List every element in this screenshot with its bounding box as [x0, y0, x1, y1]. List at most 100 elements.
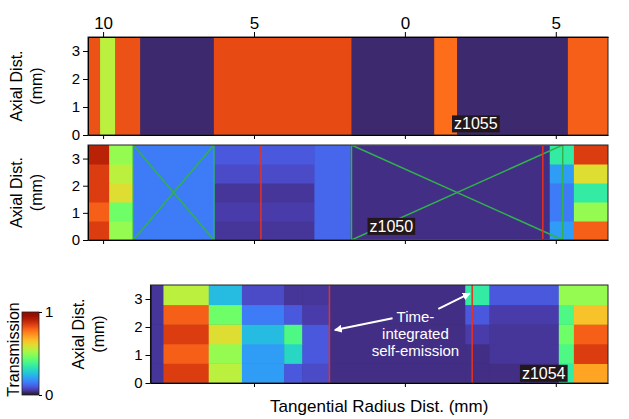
cell: [302, 324, 330, 344]
tick: 0: [72, 126, 88, 143]
panel-label-group: z1054: [520, 365, 568, 382]
plot-area: [150, 285, 608, 383]
tick-mark: [103, 135, 104, 139]
y-axis-title-line: (mm): [90, 315, 107, 352]
cell: [242, 285, 285, 305]
cell: [88, 221, 110, 240]
tick: [254, 240, 255, 244]
cell: [109, 221, 134, 240]
cell: [329, 305, 465, 325]
cell: [314, 183, 351, 203]
tick: [556, 240, 557, 244]
annotation-arrow: [438, 293, 469, 308]
green-box-diagonal: [351, 145, 562, 240]
cell: [133, 202, 215, 222]
y-axis-title-line: Axial Dist.: [70, 298, 87, 369]
colorbar-title: Transmission: [5, 302, 22, 397]
cell: [215, 183, 315, 203]
x-axis-bottom: [151, 383, 609, 387]
tick-mark: [145, 355, 150, 356]
panel-label: z1050: [370, 218, 414, 235]
tick: 1: [72, 98, 88, 115]
tick-label: 0: [72, 126, 80, 143]
cell: [209, 363, 243, 383]
x-axis-title: Tangential Radius Dist. (mm): [270, 397, 488, 416]
cell: [109, 202, 134, 222]
cell: [302, 305, 330, 325]
colorbar-axis: 01: [39, 303, 53, 403]
cell: [574, 324, 608, 344]
figure: 105050123Axial Dist.(mm)z10550123Axial D…: [0, 0, 629, 419]
axis-line: [151, 383, 609, 384]
tick-mark: [405, 383, 406, 387]
cell: [242, 363, 285, 383]
cell: [351, 145, 551, 165]
axis-line: [89, 37, 609, 38]
cell: [489, 324, 559, 344]
label-patch: [520, 365, 568, 382]
tick: 2: [134, 318, 150, 335]
cell: [351, 37, 434, 135]
tick: 2: [72, 70, 88, 87]
y-axis-title-line: Axial Dist.: [8, 157, 25, 228]
cell: [109, 183, 134, 203]
y-axis: 0123: [72, 38, 89, 144]
tick: 3: [72, 150, 88, 167]
cell: [574, 145, 608, 165]
axis-line: [88, 38, 89, 136]
cell: [351, 183, 551, 203]
tick: 0: [72, 231, 88, 248]
green-box: [133, 145, 214, 240]
cell: [133, 164, 215, 184]
cell: [88, 145, 110, 165]
colorbar-ramp: [22, 312, 39, 395]
cell: [465, 305, 490, 325]
tick-label: 0: [134, 374, 142, 391]
cell: [329, 285, 465, 305]
cell: [284, 324, 303, 344]
tick-label: 0: [72, 231, 80, 248]
cell: [88, 164, 110, 184]
cell: [465, 285, 490, 305]
tick: [103, 240, 104, 244]
tick-label: 1: [45, 303, 53, 320]
tick-label: 5: [552, 14, 561, 33]
red-line: [542, 145, 544, 240]
tick: 1: [134, 346, 150, 363]
tick: 3: [134, 290, 150, 307]
panel: 105050123: [72, 14, 609, 143]
annotation-text: integrated: [382, 325, 449, 342]
tick-label: 1: [72, 204, 80, 221]
tick-mark: [254, 383, 255, 387]
tick: 2: [72, 177, 88, 194]
panel: 0 1 2 3: [72, 145, 609, 248]
cell: [115, 37, 141, 135]
cell: [100, 37, 116, 135]
red-line: [260, 145, 262, 240]
tick: 0: [401, 14, 410, 37]
cell: [209, 324, 243, 344]
cell: [314, 164, 351, 184]
tick-mark: [254, 240, 255, 244]
annotation-text: self-emission: [372, 342, 460, 359]
cell: [209, 344, 243, 364]
cell: [302, 363, 330, 383]
tick-mark: [556, 383, 557, 387]
label-patch: [368, 218, 416, 235]
cell: [133, 145, 215, 165]
label-patch: [452, 115, 500, 132]
panel-label: z1055: [454, 115, 498, 132]
cell: [559, 324, 575, 344]
cell: [574, 285, 608, 305]
tick: [254, 383, 255, 387]
cell: [302, 344, 330, 364]
green-box: [351, 145, 562, 240]
cell: [209, 285, 243, 305]
cell: [242, 324, 285, 344]
red-line: [471, 285, 473, 383]
tick-mark: [83, 51, 88, 52]
cell: [242, 344, 285, 364]
tick-mark: [83, 107, 88, 108]
cell: [302, 285, 330, 305]
tick-mark: [83, 135, 88, 136]
